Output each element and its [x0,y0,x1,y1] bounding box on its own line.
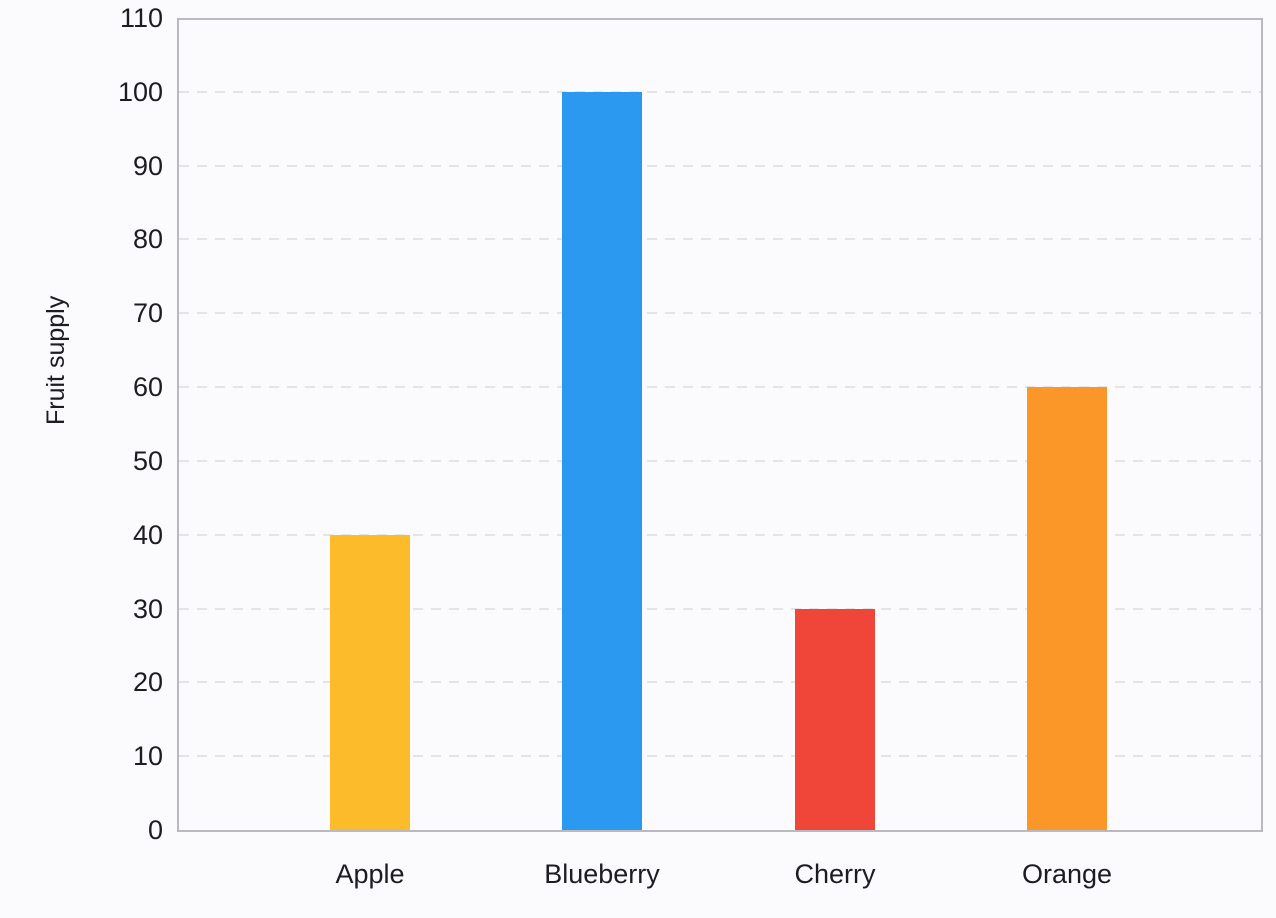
y-tick-label-90: 90 [132,150,163,181]
y-tick-label-30: 30 [132,593,163,624]
y-tick-label-50: 50 [132,445,163,476]
gridline-70 [179,312,1261,315]
gridline-60 [179,386,1261,389]
y-tick-label-20: 20 [132,667,163,698]
y-tick-label-110: 110 [119,3,163,33]
bar-apple [330,534,410,830]
y-tick-label-100: 100 [117,76,163,107]
bar-cherry [795,608,875,830]
y-tick-label-70: 70 [132,298,163,329]
gridline-20 [179,681,1261,684]
gridline-50 [179,459,1261,462]
gridline-90 [179,164,1261,167]
y-tick-label-40: 40 [132,519,163,550]
gridline-30 [179,607,1261,610]
y-tick-label-80: 80 [132,224,163,255]
plot-area [177,18,1263,832]
y-tick-label-10: 10 [132,741,163,772]
bar-orange [1027,387,1107,830]
gridline-100 [179,90,1261,93]
y-tick-label-60: 60 [132,372,163,403]
gridline-40 [179,533,1261,536]
x-tick-label-blueberry: Blueberry [544,859,660,889]
gridline-80 [179,238,1261,241]
x-tick-label-orange: Orange [1021,859,1113,889]
bar-blueberry [562,91,642,830]
x-tick-label-apple: Apple [335,859,405,889]
gridline-10 [179,755,1261,758]
y-tick-label-0: 0 [147,815,163,845]
x-tick-label-cherry: Cherry [794,859,876,889]
